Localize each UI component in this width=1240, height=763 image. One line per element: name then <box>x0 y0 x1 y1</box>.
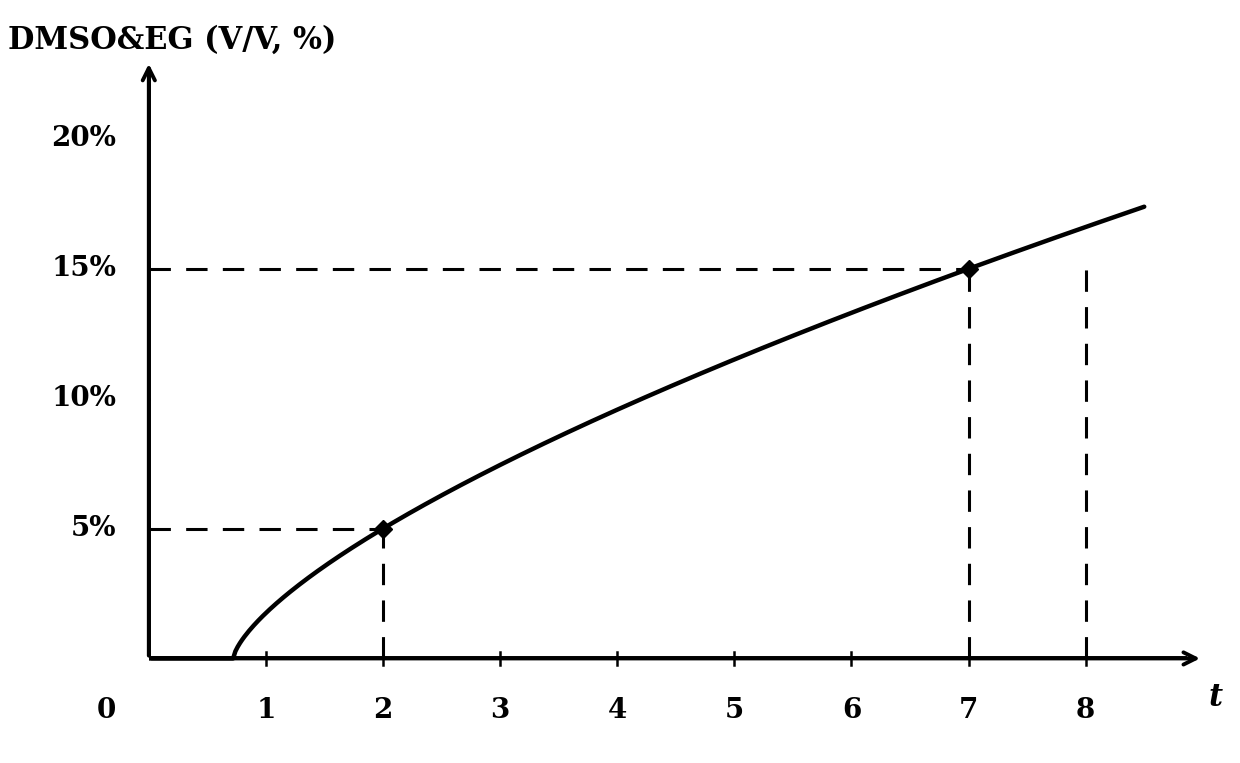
Text: 15%: 15% <box>51 256 117 282</box>
Text: 2: 2 <box>373 697 393 724</box>
Text: 5: 5 <box>724 697 744 724</box>
Text: 5%: 5% <box>71 515 117 542</box>
Text: 8: 8 <box>1076 697 1095 724</box>
Text: 4: 4 <box>608 697 627 724</box>
Text: DMSO&EG (V/V, %): DMSO&EG (V/V, %) <box>9 25 336 56</box>
Text: t: t <box>1209 682 1223 713</box>
Text: 6: 6 <box>842 697 861 724</box>
Text: 3: 3 <box>491 697 510 724</box>
Text: 20%: 20% <box>51 125 117 153</box>
Text: 10%: 10% <box>51 385 117 412</box>
Text: 0: 0 <box>97 697 117 724</box>
Text: 7: 7 <box>959 697 978 724</box>
Text: 1: 1 <box>257 697 275 724</box>
